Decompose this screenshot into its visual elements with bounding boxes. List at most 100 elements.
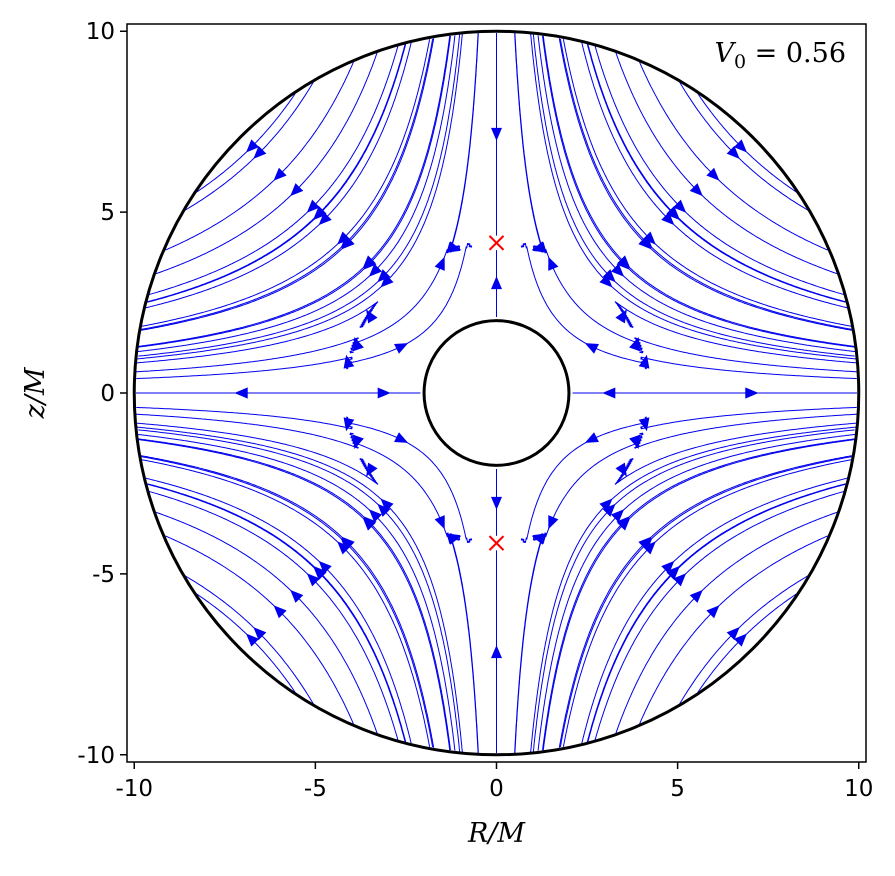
- flow-arrow: [234, 387, 248, 399]
- flow-arrow: [253, 627, 267, 641]
- streamline: [136, 422, 379, 485]
- flow-arrow: [290, 183, 304, 197]
- y-tick-label: 5: [100, 200, 115, 226]
- x-tick-label: 5: [670, 776, 685, 802]
- streamline: [514, 32, 544, 253]
- flow-arrow: [394, 343, 409, 354]
- streamline: [140, 38, 435, 331]
- x-axis-label: R/M: [467, 818, 526, 849]
- x-tick-label: -5: [304, 776, 327, 802]
- flow-arrow: [318, 212, 332, 226]
- streamline: [514, 533, 544, 753]
- inner-boundary: [422, 319, 571, 467]
- flow-arrow: [584, 432, 599, 443]
- streamline: [614, 422, 857, 485]
- flow-arrow: [363, 516, 377, 530]
- flow-arrow: [639, 235, 653, 249]
- flow-arrow: [689, 589, 703, 603]
- streamline: [514, 533, 544, 754]
- flow-arrow: [246, 139, 260, 153]
- flow-arrow: [666, 567, 680, 581]
- annotation-symbol: V: [715, 38, 737, 69]
- flow-arrow: [661, 212, 675, 226]
- boundary-circles: [132, 29, 861, 757]
- streamline: [532, 429, 855, 753]
- streamline: [136, 33, 463, 360]
- streamline: [136, 301, 379, 364]
- flow-arrow: [343, 417, 355, 432]
- streamline: [614, 301, 857, 364]
- v0-annotation: V0 = 0.56: [715, 38, 847, 73]
- streamline: [449, 533, 479, 754]
- flow-arrow: [447, 241, 462, 252]
- flow-arrow: [380, 498, 394, 512]
- flow-arrow: [337, 541, 351, 555]
- flow-arrow: [733, 139, 747, 153]
- annotation-subscript: 0: [734, 51, 746, 73]
- flow-arrow: [639, 537, 653, 551]
- flow-arrow: [615, 462, 627, 477]
- streamline: [559, 38, 852, 330]
- streamline: [449, 33, 479, 253]
- flow-arrow: [629, 434, 640, 450]
- flow-arrow: [340, 235, 354, 249]
- streamline: [138, 33, 461, 357]
- flow-arrow: [666, 205, 680, 219]
- y-tick-label: 10: [86, 19, 115, 45]
- flow-arrow: [318, 560, 332, 574]
- streamline: [141, 38, 434, 330]
- flow-arrow: [368, 509, 383, 523]
- streamline: [514, 33, 544, 253]
- flow-arrow: [673, 573, 687, 587]
- flow-arrow: [673, 199, 687, 213]
- flow-arrow: [616, 516, 630, 530]
- streamline: [594, 490, 845, 741]
- stagnation-point-marker: [488, 235, 505, 251]
- streamline: [449, 32, 479, 253]
- streamline: [138, 429, 461, 753]
- flow-arrow: [602, 503, 616, 517]
- flow-arrow: [353, 434, 364, 450]
- y-axis-label: z/M: [20, 366, 51, 419]
- flow-arrow: [531, 534, 546, 545]
- flow-arrow: [642, 231, 656, 245]
- flow-arrow: [599, 498, 613, 512]
- outer-boundary: [132, 29, 861, 757]
- streamline: [558, 38, 853, 331]
- flow-arrow: [377, 503, 391, 517]
- flow-arrow: [726, 145, 740, 159]
- flow-arrow: [491, 496, 502, 510]
- flow-arrow: [394, 432, 409, 443]
- flow-arrow: [363, 256, 377, 270]
- stagnation-markers: [488, 235, 505, 551]
- streamline: [136, 426, 463, 753]
- x-tick-label: -10: [115, 776, 153, 802]
- flow-arrow: [548, 515, 559, 530]
- streamline: [530, 33, 857, 360]
- stream-arrows: [234, 127, 759, 659]
- flow-arrow: [599, 274, 613, 288]
- flow-arrow: [615, 309, 627, 324]
- flow-arrow: [306, 573, 320, 587]
- streamline: [140, 455, 435, 748]
- flow-arrow: [337, 231, 351, 245]
- flow-arrow: [584, 343, 599, 354]
- flow-arrow: [366, 309, 378, 324]
- flow-arrow: [548, 256, 559, 271]
- flow-arrow: [434, 256, 445, 271]
- streamline: [532, 33, 855, 357]
- flow-arrow: [733, 633, 747, 647]
- flow-arrow: [447, 534, 462, 545]
- flow-arrow: [380, 274, 394, 288]
- streamline: [594, 45, 845, 296]
- x-tick-label: 10: [844, 776, 873, 802]
- flow-arrow: [273, 167, 287, 181]
- flow-arrow: [313, 205, 327, 219]
- flow-arrow: [377, 387, 391, 399]
- flow-arrow: [726, 627, 740, 641]
- streamline: [148, 490, 399, 741]
- flow-arrow: [610, 509, 625, 523]
- flow-arrow: [273, 605, 287, 619]
- stagnation-point-marker: [488, 535, 505, 551]
